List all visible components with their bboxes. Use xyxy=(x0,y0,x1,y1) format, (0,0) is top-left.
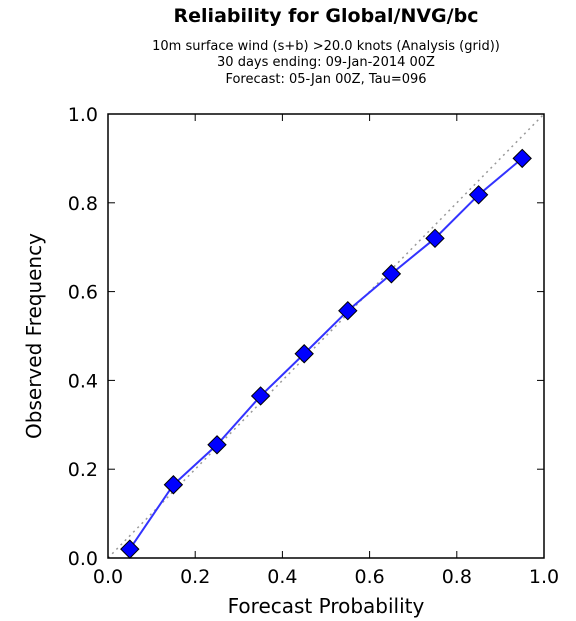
x-axis: 0.0 0.2 0.4 0.6 0.8 1.0 xyxy=(93,114,559,588)
x-axis-label: Forecast Probability xyxy=(228,594,425,618)
y-tick-label: 0.4 xyxy=(68,370,98,392)
y-tick-label: 1.0 xyxy=(68,104,98,126)
chart-subtitle-line-3: Forecast: 05-Jan 00Z, Tau=096 xyxy=(225,72,426,87)
data-point-marker xyxy=(468,185,489,205)
x-tick-label: 0.2 xyxy=(180,566,210,588)
plot-frame xyxy=(107,113,545,559)
chart-subtitle-line-1: 10m surface wind (s+b) >20.0 knots (Anal… xyxy=(152,39,500,54)
data-point-marker xyxy=(207,435,227,455)
data-point-marker xyxy=(294,344,314,364)
y-axis-label: Observed Frequency xyxy=(22,233,46,439)
x-tick-label: 0.0 xyxy=(93,566,123,588)
plot-content xyxy=(107,113,545,559)
x-tick-label: 0.8 xyxy=(442,566,472,588)
y-tick-label: 0.2 xyxy=(68,459,98,481)
data-point-marker xyxy=(120,539,140,559)
data-point-marker xyxy=(250,386,271,406)
y-tick-label: 0.0 xyxy=(68,548,98,570)
data-point-marker xyxy=(381,264,402,284)
y-tick-label: 0.8 xyxy=(68,193,98,215)
x-tick-label: 0.4 xyxy=(267,566,297,588)
data-point-marker xyxy=(425,228,445,249)
x-tick-label: 0.6 xyxy=(354,566,384,588)
series-line xyxy=(128,157,523,550)
data-point-marker xyxy=(338,300,358,321)
data-point-marker xyxy=(512,148,532,169)
y-axis: 0.0 0.2 0.4 0.6 0.8 1.0 xyxy=(68,104,544,570)
x-tick-label: 1.0 xyxy=(529,566,559,588)
chart-subtitle-line-2: 30 days ending: 09-Jan-2014 00Z xyxy=(217,55,435,70)
y-tick-label: 0.6 xyxy=(68,282,98,304)
chart-title: Reliability for Global/NVG/bc xyxy=(174,5,479,27)
data-point-marker xyxy=(163,475,184,495)
